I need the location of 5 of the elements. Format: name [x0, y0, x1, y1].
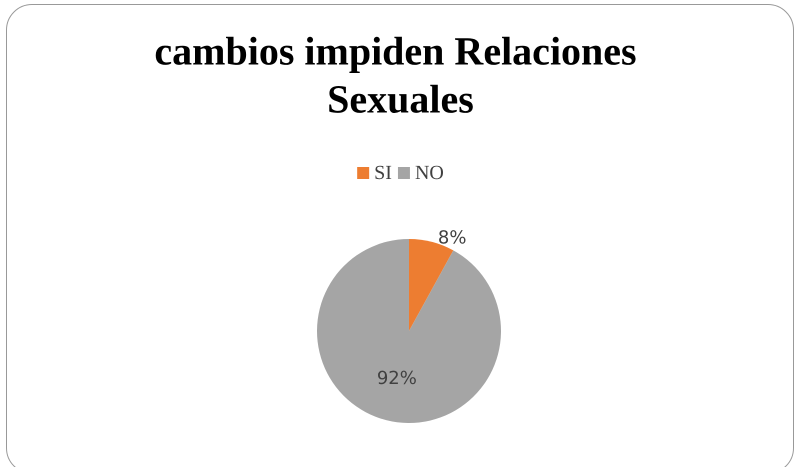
data-label: 92%	[376, 368, 417, 389]
chart-title: cambios impiden Relaciones Sexuales	[154, 28, 647, 122]
data-label: 8%	[438, 228, 466, 249]
legend-label: SI	[374, 162, 392, 184]
legend-label: NO	[414, 162, 444, 184]
